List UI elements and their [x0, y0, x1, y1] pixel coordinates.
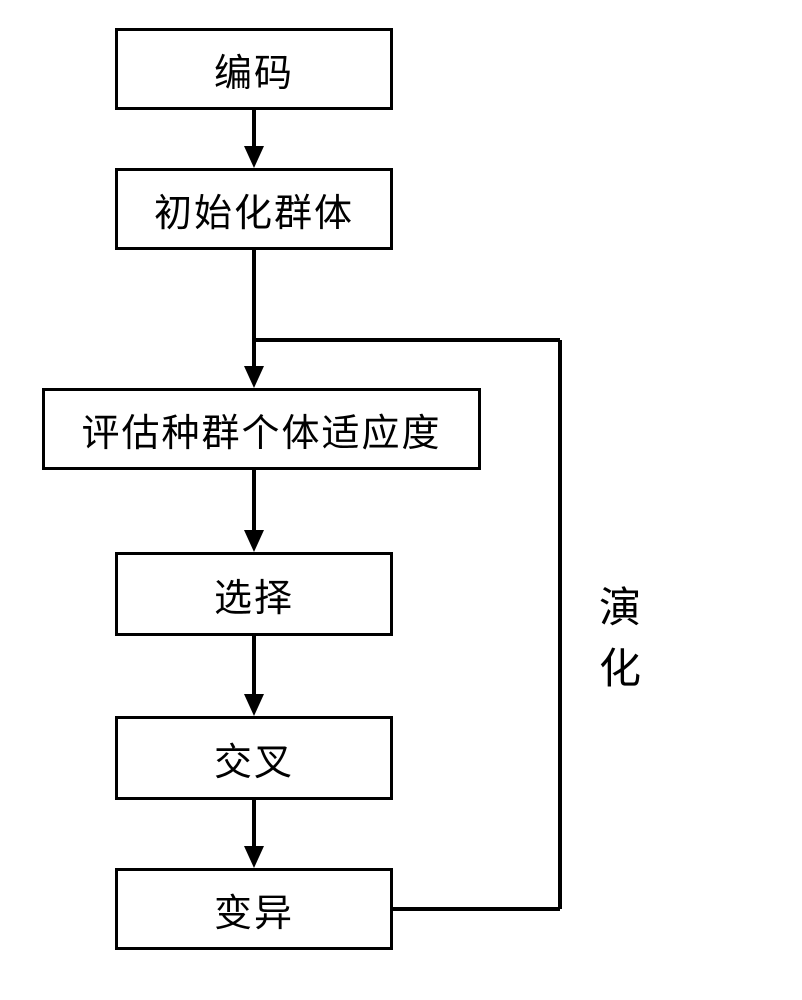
flow-node-label: 初始化群体: [154, 182, 354, 237]
flow-node-label: 选择: [214, 567, 294, 622]
loop-label-char: 演: [599, 574, 641, 635]
flow-node-n1: 编码: [115, 28, 393, 110]
flow-node-label: 评估种群个体适应度: [81, 402, 441, 457]
flowchart-canvas: 编码初始化群体评估种群个体适应度选择交叉变异 演化: [0, 0, 802, 1000]
flow-node-label: 交叉: [214, 731, 294, 786]
flow-node-n2: 初始化群体: [115, 168, 393, 250]
flow-node-label: 变异: [214, 882, 294, 937]
loop-label-char: 化: [599, 635, 641, 696]
flow-node-n3: 评估种群个体适应度: [42, 388, 481, 470]
flow-node-n5: 交叉: [115, 716, 393, 800]
loop-label: 演化: [590, 560, 650, 710]
flow-node-n4: 选择: [115, 552, 393, 636]
flow-arrows: [0, 0, 802, 1000]
flow-node-n6: 变异: [115, 868, 393, 950]
flow-node-label: 编码: [214, 42, 294, 97]
